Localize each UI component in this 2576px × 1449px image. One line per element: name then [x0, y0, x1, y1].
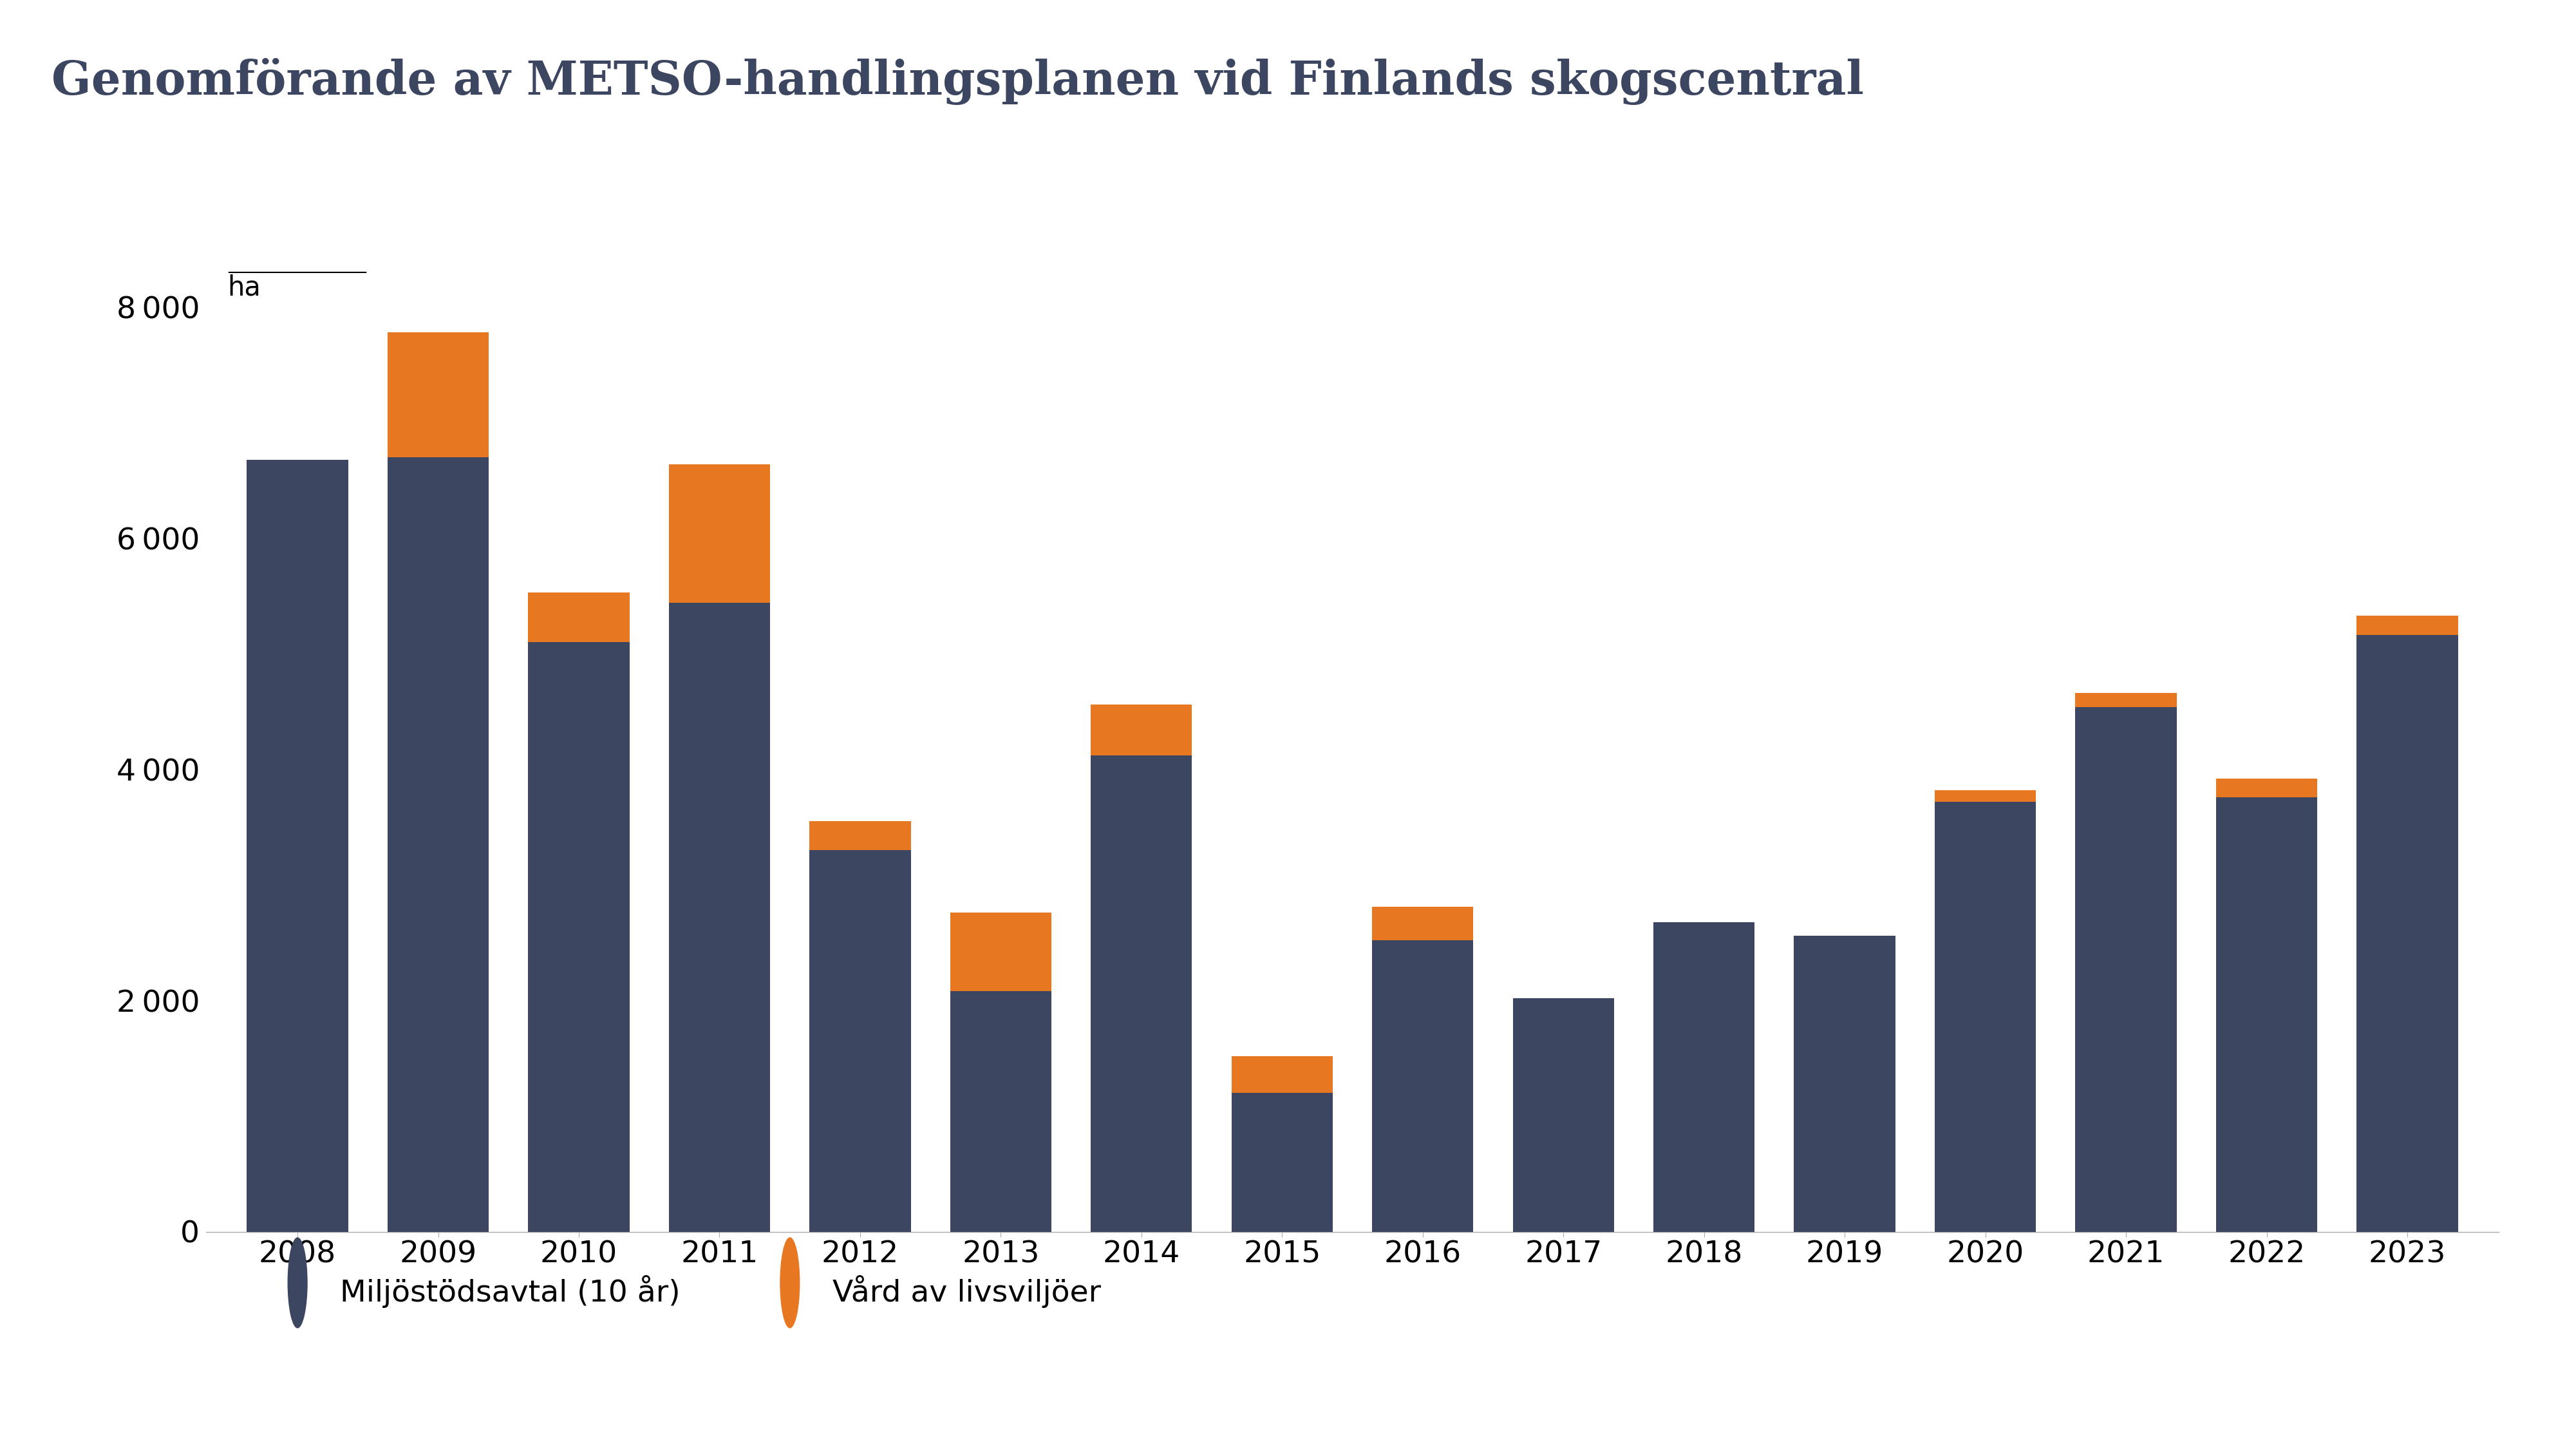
Bar [2215, 778, 2318, 797]
Bar [386, 458, 489, 1232]
Bar [2357, 616, 2458, 635]
Bar [1373, 907, 1473, 940]
Bar [1373, 940, 1473, 1232]
Bar [1512, 998, 1615, 1232]
Text: Genomförande av METSO-handlingsplanen vid Finlands skogscentral: Genomförande av METSO-handlingsplanen vi… [52, 58, 1865, 104]
Bar [1090, 704, 1193, 755]
Bar [2076, 707, 2177, 1232]
Bar [1793, 936, 1896, 1232]
Bar [1935, 790, 2035, 801]
Bar [1231, 1056, 1332, 1093]
Bar [670, 464, 770, 603]
Bar [1090, 755, 1193, 1232]
Bar [528, 642, 629, 1232]
Bar [2357, 635, 2458, 1232]
Bar [951, 991, 1051, 1232]
Text: ha: ha [227, 274, 260, 301]
Bar [1654, 922, 1754, 1232]
Bar [2215, 797, 2318, 1232]
Bar [386, 332, 489, 458]
Bar [670, 603, 770, 1232]
Bar [809, 822, 912, 851]
Bar [247, 459, 348, 1232]
Bar [951, 913, 1051, 991]
Bar [1231, 1093, 1332, 1232]
Bar [809, 851, 912, 1232]
Legend: Miljöstödsavtal (10 år), Vård av livsviljöer: Miljöstödsavtal (10 år), Vård av livsvil… [268, 1252, 1113, 1333]
Bar [528, 593, 629, 642]
Bar [2076, 693, 2177, 707]
Bar [1935, 801, 2035, 1232]
